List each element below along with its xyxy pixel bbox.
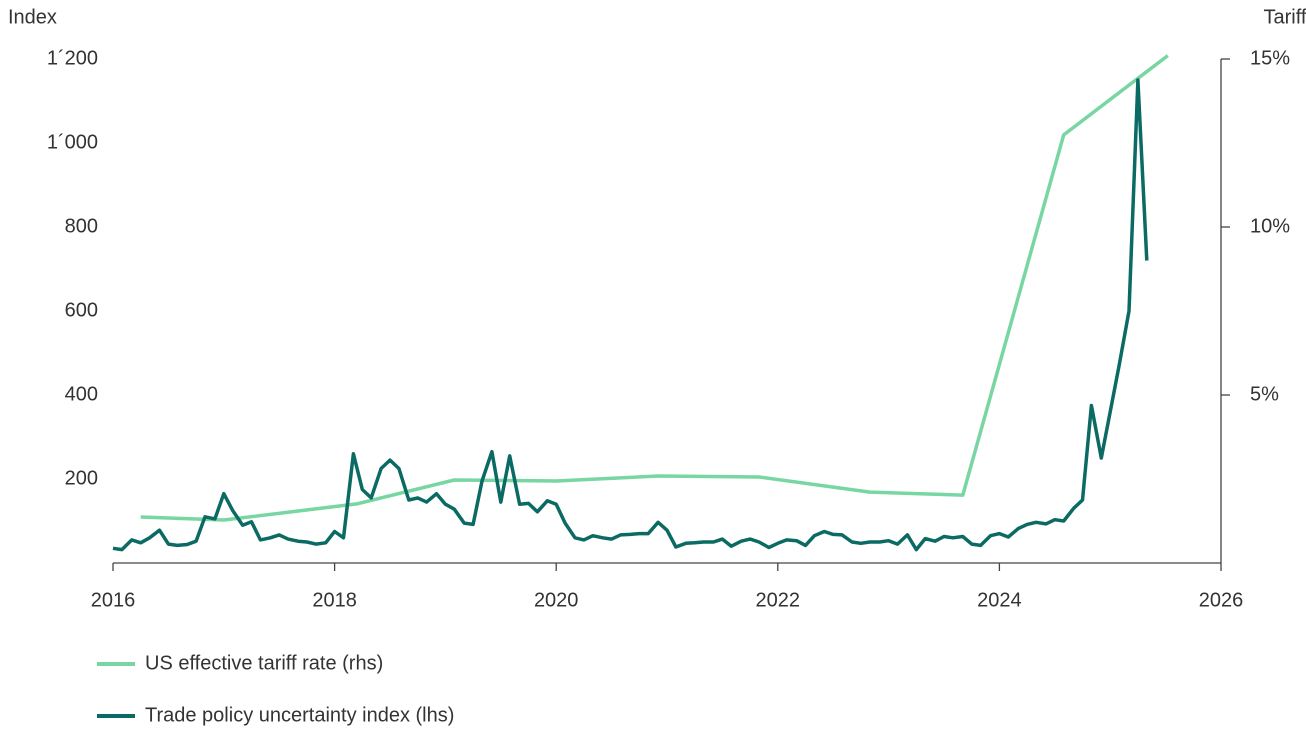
x-tick-label: 2018 <box>312 589 357 611</box>
legend-label: Trade policy uncertainty index (lhs) <box>145 704 454 726</box>
y-tick-label: 1´000 <box>47 131 98 153</box>
y-tick-label: 200 <box>65 467 98 489</box>
y-tick-label: 800 <box>65 215 98 237</box>
y2-axis-label: Tariff <box>1264 6 1306 28</box>
y2-tick-label: 5% <box>1250 383 1279 405</box>
y2-tick-label: 15% <box>1250 47 1290 69</box>
series-line <box>140 54 1169 522</box>
y2-tick-label: 10% <box>1250 215 1290 237</box>
x-tick-label: 2020 <box>534 589 579 611</box>
legend-label: US effective tariff rate (rhs) <box>145 652 383 674</box>
x-tick-label: 2024 <box>977 589 1022 611</box>
y-axis-label: Index <box>8 6 57 28</box>
x-tick-label: 2016 <box>91 589 136 611</box>
series-line <box>112 78 1149 552</box>
x-tick-label: 2022 <box>756 589 801 611</box>
y-tick-label: 400 <box>65 383 98 405</box>
x-tick-label: 2026 <box>1199 589 1244 611</box>
y-tick-label: 1´200 <box>47 47 98 69</box>
y-tick-label: 600 <box>65 299 98 321</box>
